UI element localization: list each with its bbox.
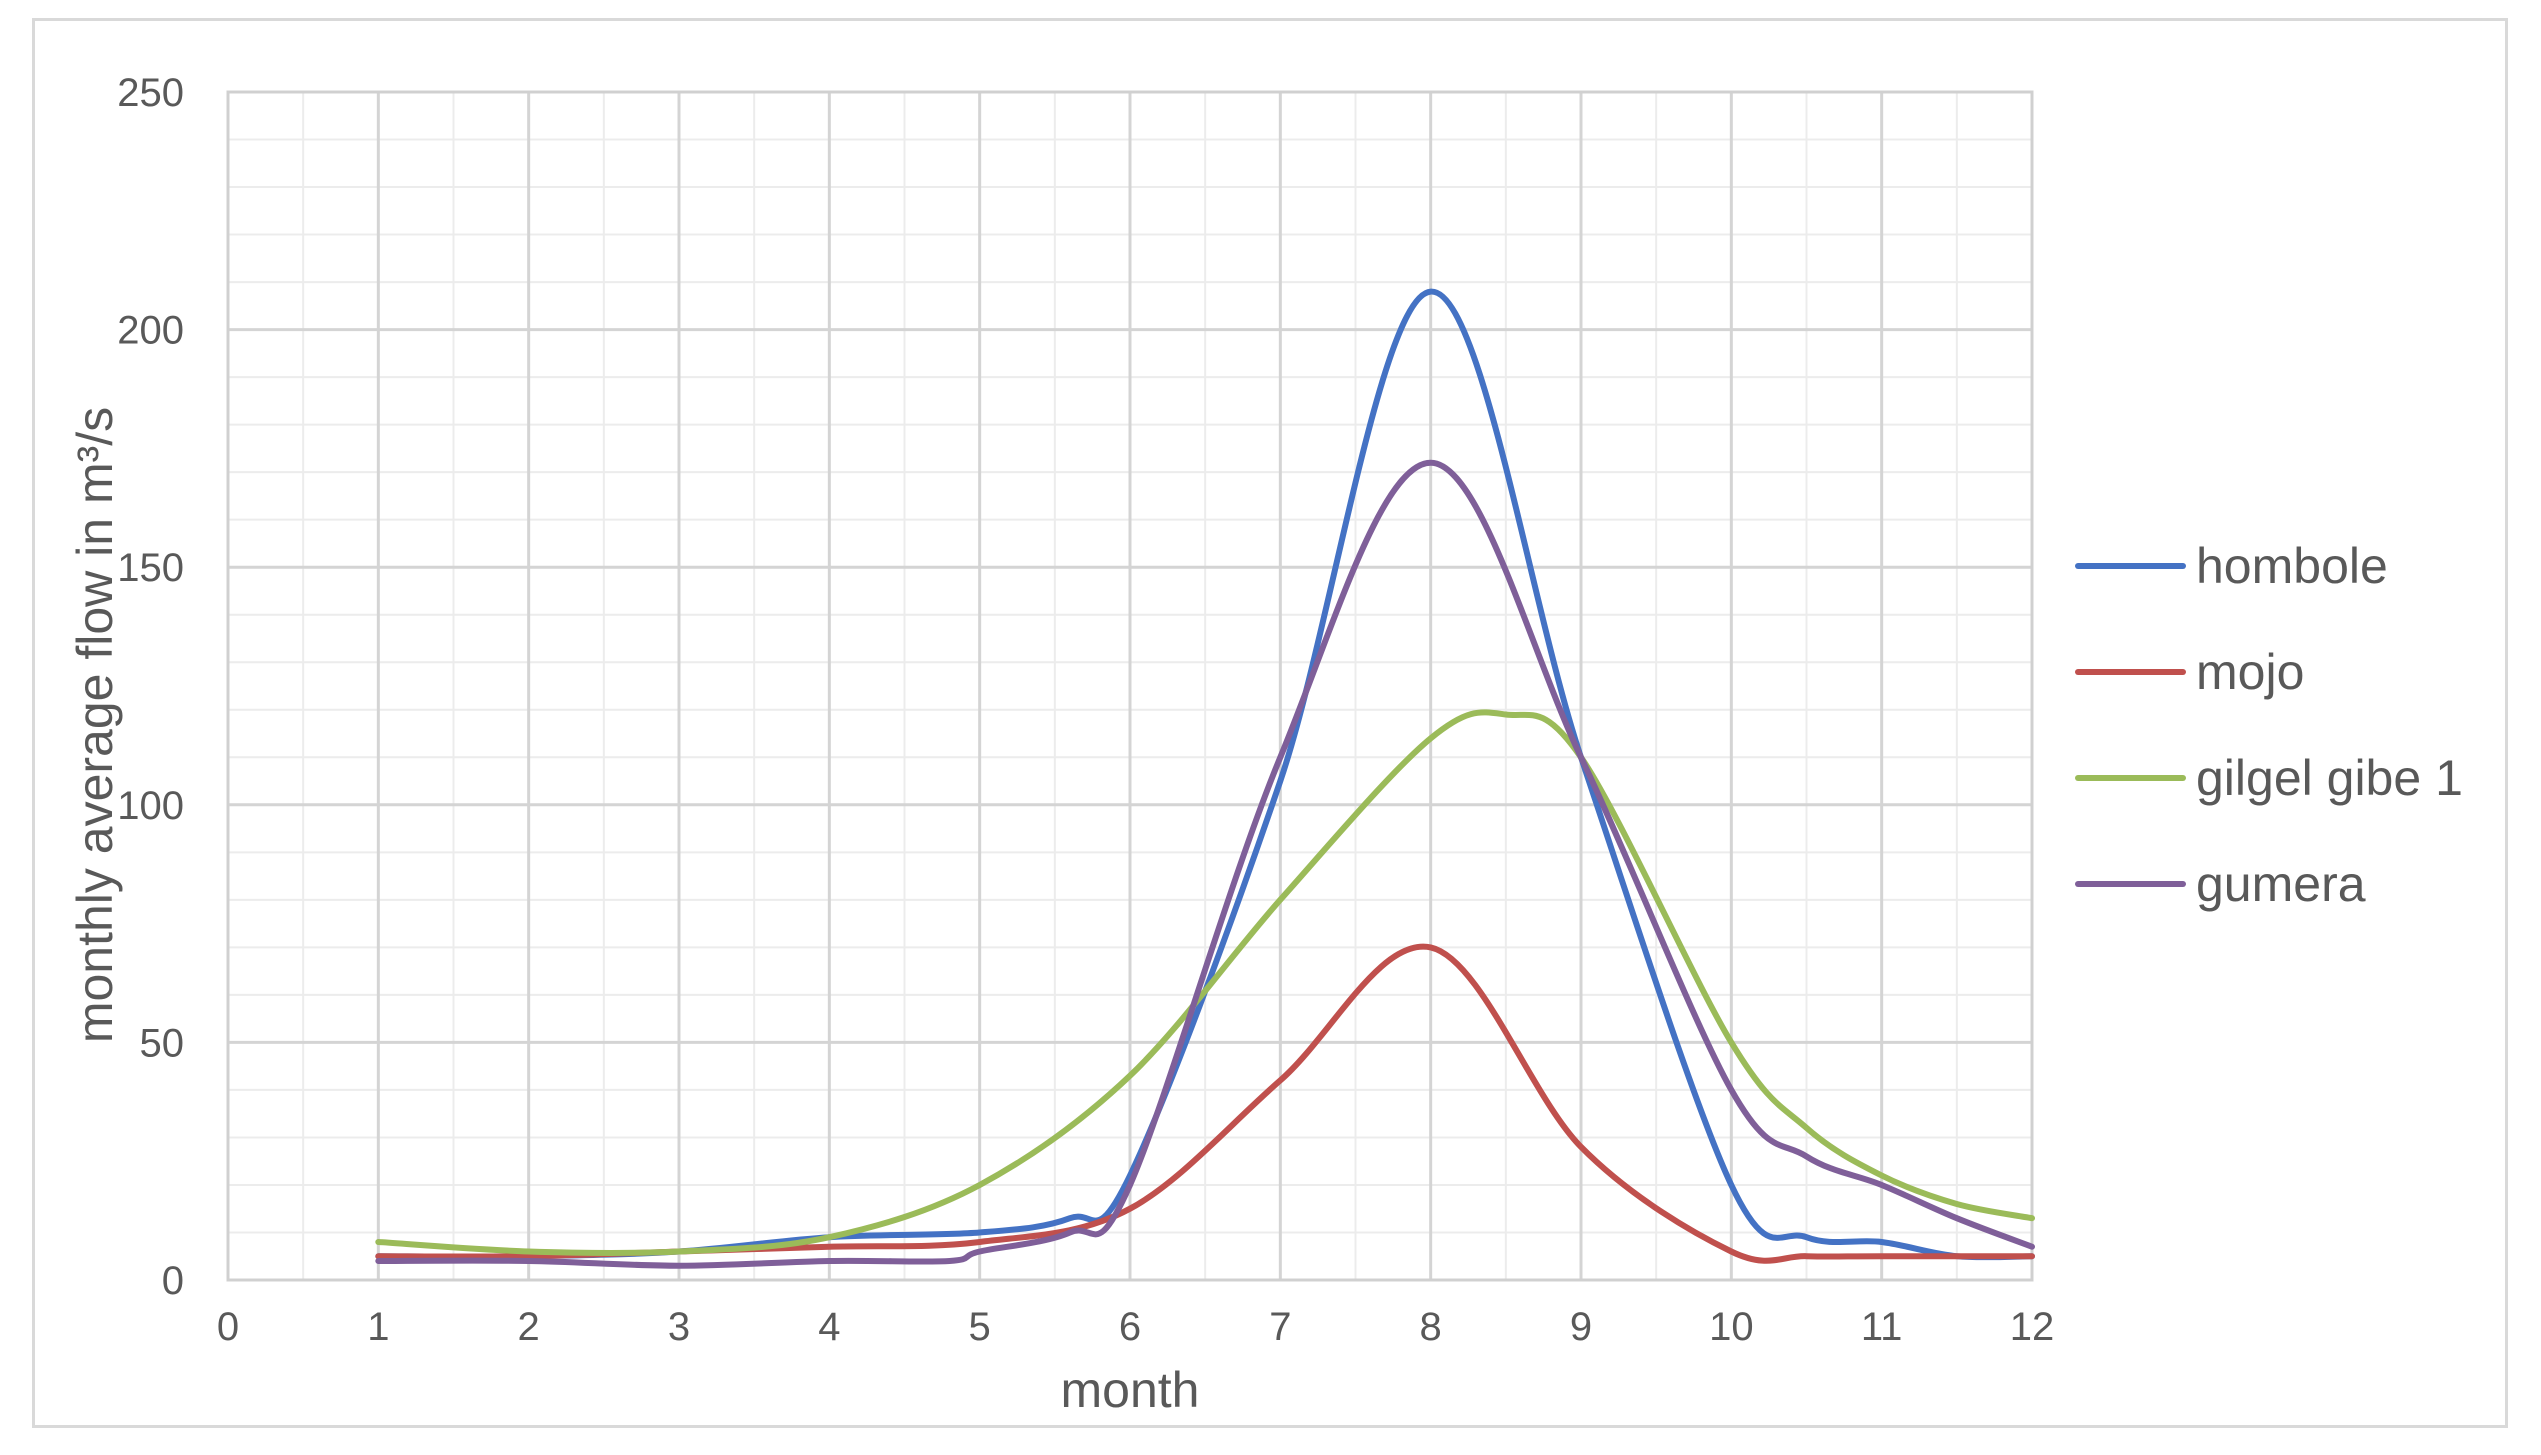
series-line-hombole — [375, 288, 2035, 1261]
x-tick-label: 11 — [1861, 1305, 1903, 1349]
x-tick-label: 4 — [818, 1305, 840, 1349]
y-tick-labels: 0 50 100 150 200 250 — [117, 71, 184, 1303]
y-tick-label: 50 — [140, 1021, 185, 1065]
x-axis-title: month — [1061, 1362, 1200, 1418]
x-tick-label: 1 — [367, 1305, 389, 1349]
x-tick-label: 7 — [1269, 1305, 1291, 1349]
legend-label-mojo: mojo — [2196, 644, 2304, 700]
major-gridlines — [226, 90, 2034, 1282]
x-tick-label: 0 — [217, 1305, 239, 1349]
x-tick-label: 10 — [1709, 1305, 1754, 1349]
legend-label-gumera: gumera — [2196, 856, 2366, 912]
legend-label-hombole: hombole — [2196, 538, 2388, 594]
x-tick-label: 6 — [1119, 1305, 1141, 1349]
x-tick-label: 3 — [668, 1305, 690, 1349]
x-tick-label: 8 — [1420, 1305, 1442, 1349]
x-tick-label: 9 — [1570, 1305, 1592, 1349]
x-tick-label: 5 — [969, 1305, 991, 1349]
x-tick-labels: 0 1 2 3 4 5 6 7 8 9 10 11 12 — [217, 1305, 2054, 1349]
plot-border — [226, 90, 2034, 1282]
series-line-gilgel-gibe-1 — [375, 709, 2035, 1257]
y-tick-label: 100 — [117, 784, 184, 828]
y-tick-label: 200 — [117, 309, 184, 353]
y-axis-title: monthly average flow in m³/s — [67, 407, 123, 1043]
plot-area-border — [226, 90, 2034, 1282]
legend: hombole mojo gilgel gibe 1 gumera — [2075, 538, 2463, 912]
series-lines — [375, 288, 2035, 1269]
legend-label-gilgel-gibe-1: gilgel gibe 1 — [2196, 750, 2463, 806]
x-tick-label: 12 — [2010, 1305, 2055, 1349]
y-tick-label: 0 — [162, 1259, 184, 1303]
x-tick-label: 2 — [518, 1305, 540, 1349]
y-tick-label: 250 — [117, 71, 184, 115]
series-line-gumera — [375, 459, 2035, 1269]
chart-frame — [32, 18, 2508, 1428]
y-tick-label: 150 — [117, 546, 184, 590]
